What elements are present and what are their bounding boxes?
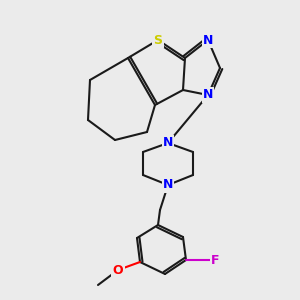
Text: F: F [211,254,219,266]
Text: O: O [113,263,123,277]
Text: S: S [154,34,163,46]
Text: N: N [203,34,213,46]
Text: N: N [203,88,213,101]
Text: N: N [163,178,173,191]
Text: N: N [163,136,173,149]
